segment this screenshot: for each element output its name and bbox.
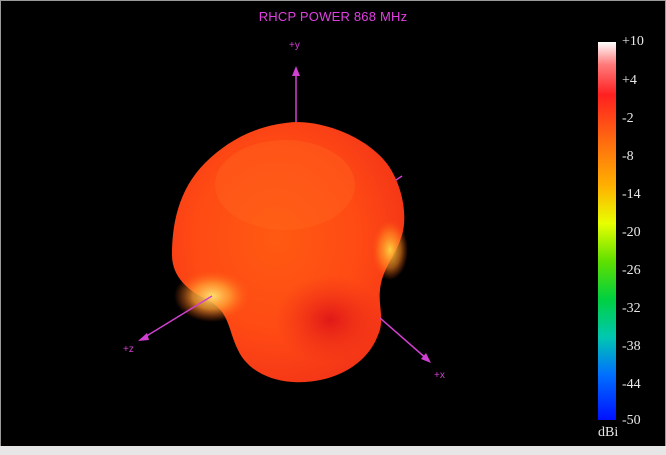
colorbar-tick: -32: [622, 301, 641, 316]
x-axis-line: [379, 317, 429, 361]
colorbar-tick: -14: [622, 187, 641, 202]
pattern-highlight-top: [215, 140, 355, 230]
pattern-hotspot-right: [372, 220, 408, 280]
colorbar-tick: -44: [622, 377, 641, 392]
colorbar-unit: dBi: [598, 425, 619, 440]
colorbar-tick: -8: [622, 149, 634, 164]
z-axis-label: +z: [123, 344, 134, 355]
plot-title: RHCP POWER 868 MHz: [258, 9, 408, 24]
z-axis-arrow: [138, 333, 149, 341]
colorbar-tick: +10: [622, 34, 644, 49]
x-axis-stub: [395, 175, 403, 181]
colorbar: [598, 42, 616, 420]
x-axis-arrow: [421, 353, 431, 363]
x-axis-label: +x: [434, 370, 445, 381]
colorbar-tick: -26: [622, 263, 641, 278]
colorbar-tick: -38: [622, 339, 641, 354]
colorbar-tick: -50: [622, 413, 641, 428]
y-axis-label: +y: [289, 40, 300, 51]
y-axis-arrow: [292, 66, 300, 76]
window-bottom-strip: [0, 446, 666, 455]
colorbar-tick: +4: [622, 73, 637, 88]
colorbar-tick: -20: [622, 225, 641, 240]
colorbar-tick: -2: [622, 111, 634, 126]
z-axis-line: [139, 295, 213, 341]
pattern-dark-lobe: [275, 275, 385, 365]
